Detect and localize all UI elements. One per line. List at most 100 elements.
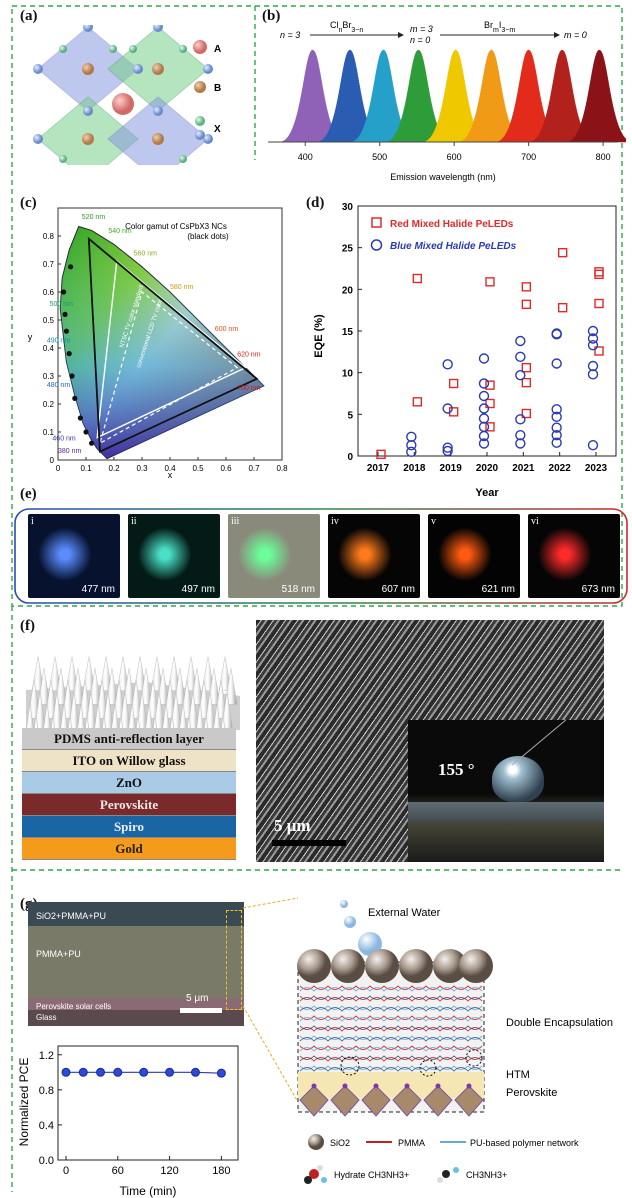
nanocone-55 [145, 703, 153, 730]
nanocone-49 [43, 703, 51, 730]
eqe-point-red-15 [557, 302, 568, 313]
eqe-point-blue-29 [587, 325, 599, 337]
cie-dot-6 [83, 429, 89, 435]
eqe-point-blue-34 [587, 439, 599, 451]
polymer-chain-16 [299, 1065, 483, 1070]
nanocone-38 [68, 691, 80, 730]
eqe-point-red-11 [521, 362, 532, 373]
eqe-point-blue-2 [406, 446, 417, 458]
nanocone-24 [27, 680, 41, 719]
pce-point-7 [216, 1068, 226, 1078]
cie-wavelength-label-9: 480 nm [47, 382, 71, 389]
water-droplet [492, 756, 544, 802]
g-scale-label: 5 μm [186, 993, 209, 1004]
eqe-point-blue-26 [551, 422, 562, 433]
c-xtick-label-1: 0.1 [80, 464, 92, 473]
nanocone-18 [139, 668, 153, 705]
cie-dot-1 [62, 311, 68, 317]
water-contact-inset: 155 ° [408, 719, 604, 862]
led-photo-index: v [431, 516, 436, 527]
d-ytick-label-1: 5 [347, 410, 353, 421]
nanocone-9 [184, 656, 198, 691]
c-ytick-label-1: 0.7 [43, 260, 55, 269]
cie-dot-9 [68, 264, 74, 270]
pdms-nanocone-array [26, 656, 240, 730]
halide-atom-4 [435, 1083, 441, 1089]
polymer-chain-5 [299, 1007, 483, 1012]
nanocone-71 [220, 715, 226, 730]
led-photo-wavelength: 607 nm [381, 584, 415, 595]
eqe-point-red-9 [521, 282, 532, 292]
eqe-point-blue-18 [515, 414, 526, 425]
g-ytick-label-3: 1.2 [39, 1050, 54, 1062]
nanocone-11 [218, 656, 232, 691]
d-xtick-label-3: 2020 [476, 463, 499, 474]
legend-pu: PU-based polymer network [470, 1138, 579, 1148]
polymer-chain-12 [299, 1045, 483, 1050]
panel-c-label: (c) [20, 195, 37, 211]
eqe-point-red-14 [557, 247, 568, 258]
eqe-point-blue-23 [551, 358, 562, 369]
legend-b: B [214, 83, 221, 94]
c-ytick-label-7: 0.1 [43, 428, 55, 437]
nanocone-10 [201, 656, 215, 691]
layer-perovskite: Perovskite [22, 794, 236, 816]
zoom-box [226, 910, 242, 1010]
nanocone-12 [37, 668, 51, 705]
nanocone-23 [224, 668, 238, 705]
g-ytick-label-0: 0.0 [39, 1155, 54, 1167]
c-ytick-label-8: 0 [50, 456, 55, 465]
g-scale-bar [180, 1008, 222, 1013]
g-sem-label-3: Perovskite solar cells [36, 1002, 112, 1011]
polymer-chain-15 [299, 1057, 483, 1062]
nanocone-36 [34, 691, 46, 730]
c-ytick-label-3: 0.5 [43, 316, 55, 325]
polymer-chain-0 [299, 985, 483, 990]
sem-cross-section: SiO2+PMMA+PU PMMA+PU Perovskite solar ce… [28, 902, 244, 1026]
eqe-point-blue-30 [587, 333, 599, 344]
d-xtick-label-0: 2017 [367, 463, 390, 474]
d-ytick-label-6: 30 [342, 202, 354, 213]
cie-wavelength-label-5: 620 nm [237, 351, 261, 358]
eqe-point-blue-4 [442, 403, 453, 414]
c-subtitle: (black dots) [187, 232, 229, 241]
d-xtick-label-2: 2019 [440, 463, 463, 474]
nanocone-13 [54, 668, 68, 705]
led-photo-wavelength: 621 nm [481, 584, 515, 595]
eqe-point-blue-5 [442, 442, 453, 453]
polymer-chain-9 [299, 1027, 483, 1032]
pce-point-6 [190, 1067, 200, 1077]
halide-atom-2 [373, 1083, 379, 1089]
nanocone-59 [213, 703, 221, 730]
nanocone-14 [71, 668, 85, 705]
f-scale-bar [272, 840, 346, 846]
nanocone-35 [214, 680, 228, 719]
led-photo-index: iv [331, 516, 339, 527]
c-xtick-label-4: 0.4 [164, 464, 176, 473]
eqe-point-blue-15 [515, 335, 526, 347]
d-ytick-label-3: 15 [342, 327, 354, 338]
eqe-point-blue-33 [587, 369, 599, 380]
eqe-point-blue-9 [478, 390, 490, 402]
sio2-sphere-2 [365, 949, 399, 983]
emission-spectra-plot: n = 3 ClnBr3−n m = 3 n = 0 BrmI3−m m = 0… [268, 20, 626, 182]
nanocone-16 [105, 668, 119, 705]
g-ytick-label-1: 0.4 [39, 1120, 54, 1132]
nanocone-30 [129, 680, 143, 719]
led-photo-index: ii [131, 516, 137, 527]
sem-nanocone-image: 5 μm 155 ° [256, 620, 604, 862]
pbx-octahedron-4 [423, 1085, 453, 1117]
nanocone-58 [196, 703, 204, 730]
spectrum-peak-8 [566, 49, 626, 143]
nanocone-27 [78, 680, 92, 719]
c-ytick-label-4: 0.4 [43, 344, 55, 353]
nanocone-7 [150, 656, 164, 691]
eqe-point-blue-13 [478, 430, 490, 442]
c-ytick-label-0: 0.8 [43, 232, 55, 241]
g-sem-label-4: Glass [36, 1013, 57, 1022]
b-tick-label-1: 500 [372, 152, 387, 162]
d-xtick-label-6: 2023 [585, 463, 608, 474]
legend-x: X [214, 124, 221, 135]
d-xlabel: Year [475, 487, 499, 499]
led-photo-ii: ii 497 nm [128, 514, 220, 598]
